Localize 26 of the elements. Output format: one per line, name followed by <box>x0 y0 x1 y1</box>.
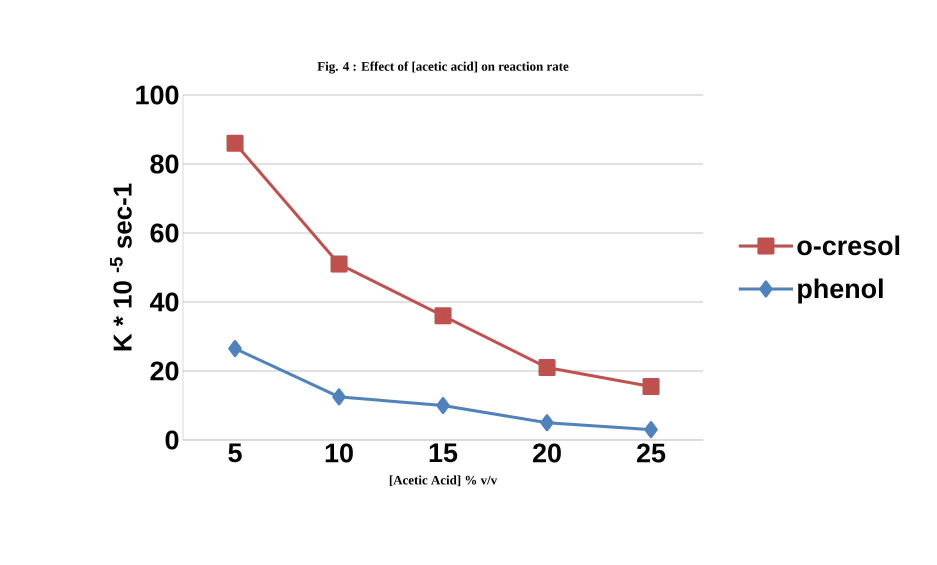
legend-label: phenol <box>798 278 883 304</box>
point <box>332 388 346 406</box>
point <box>228 340 242 358</box>
legend-label: o-cresol <box>797 236 900 256</box>
point <box>330 256 348 273</box>
y-tick-label: 80 <box>150 154 178 174</box>
y-axis-title: K * 10 $^{-5}$ sec-1 <box>110 184 132 350</box>
x-tick-label: 20 <box>532 444 561 463</box>
point <box>538 359 556 376</box>
x-tick-label: 15 <box>430 443 458 462</box>
y-tick-label: 0 <box>166 430 178 450</box>
y-tick-label: 40 <box>150 292 178 312</box>
chart-title: Fig. 4 : Effect of [acetic acid] on reaction rate <box>317 62 568 74</box>
y-tick-label: 20 <box>150 361 178 381</box>
point <box>642 378 660 396</box>
y-tick-label: 100 <box>136 85 178 105</box>
point <box>436 396 450 414</box>
x-tick-label: 10 <box>326 444 353 463</box>
y-tick-label: 60 <box>150 223 178 243</box>
x-axis-title: [Acetic Acid] % v/v <box>390 475 498 486</box>
point <box>434 307 452 324</box>
point <box>644 421 658 438</box>
point <box>540 414 554 432</box>
x-tick-label: 25 <box>636 444 666 463</box>
x-tick-label: 5 <box>228 443 242 462</box>
point <box>226 134 244 152</box>
